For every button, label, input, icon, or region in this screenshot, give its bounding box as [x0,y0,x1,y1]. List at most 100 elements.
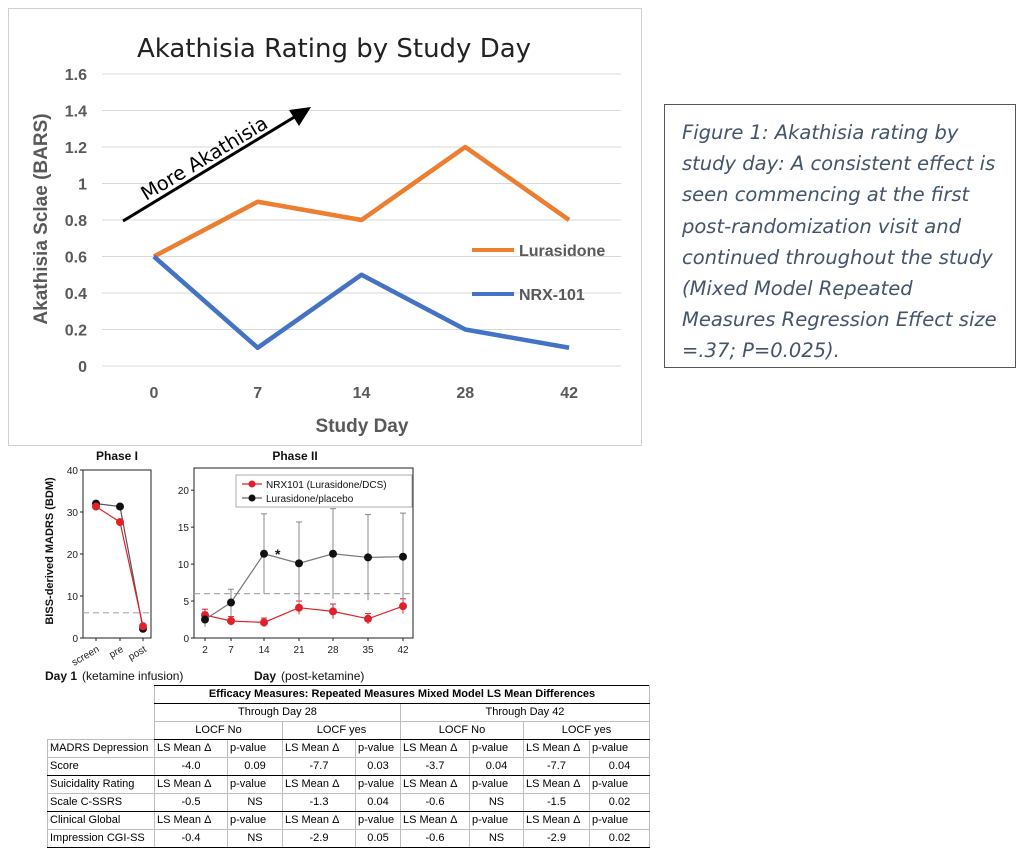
phase2-title: Phase II [272,449,317,463]
col-header-ls-mean: LS Mean Δ [282,811,356,830]
y-tick-label: 1.2 [65,140,87,157]
y-tick-label: 0.4 [65,286,87,303]
row-label: Scale C-SSRS [47,793,155,812]
col-header-p-value: p-value [355,775,401,794]
phase2-legend: NRX101 (Lurasidone/DCS) Lurasidone/place… [235,474,413,508]
y-tick-label: 30 [67,508,79,519]
table-cell: -4.0 [154,757,228,776]
phase2-data-point [295,603,303,612]
phase1-x-label: Day 1 (ketamine infusion) [45,669,183,683]
col-header-ls-mean: LS Mean Δ [400,811,470,830]
y-tick-label: 0 [78,359,87,376]
x-tick-label: 2 [202,645,208,656]
row-label: MADRS Depression [47,739,155,758]
akathisia-chart: Akathisia Rating by Study Day 0 0.2 0.4 0.6… [8,8,642,446]
series-line-lurasidone [152,144,571,259]
x-tick-label: pre [107,644,125,661]
col-header-ls-mean: LS Mean Δ [154,775,228,794]
col-header-p-value: p-value [227,775,283,794]
table-cell: 0.04 [589,757,650,776]
phase2-x-label-note: (post-ketamine) [281,669,364,683]
x-tick-label: screen [70,644,101,669]
x-tick-label: post [127,644,149,663]
table-cell: 0.04 [355,793,401,812]
y-tick-label: 0.8 [65,213,87,230]
phase2-chart: Phase II 0 5 10 15 20 2 7 14 21 28 35 42 * NRX101 (… [178,449,414,683]
akathisia-chart-svg: Akathisia Rating by Study Day 0 0.2 0.4 0.6… [31,34,621,437]
y-tick-label: 0 [183,634,189,645]
table-row: Impression CGI-SS -0.4 NS -2.9 0.05 -0.6 NS -2.… [47,829,650,848]
y-tick-label: 1.6 [65,67,87,84]
col-header-ls-mean: LS Mean Δ [282,739,356,758]
row-label: Clinical Global [47,811,155,830]
legend-label-nrx101-phase2: NRX101 (Lurasidone/DCS) [266,480,387,491]
series-line-nrx-101 [152,254,570,350]
y-tick-label: 0.2 [65,323,87,340]
phase2-plot-frame [193,467,414,639]
table-cell: 0.09 [227,757,283,776]
legend: Lurasidone NRX-101 [472,243,605,304]
phase2-data-point [399,602,407,611]
locf-header: LOCF No [400,721,524,740]
phase2-data-point [201,615,209,624]
x-tick-label: 0 [149,385,158,402]
y-tick-label: 0.6 [65,250,87,267]
table-title: Efficacy Measures: Repeated Measures Mix… [154,685,650,704]
phase2-data-point [399,552,407,561]
col-header-p-value: p-value [589,775,650,794]
table-row: Scale C-SSRS -0.5 NS -1.3 0.04 -0.6 NS -1.5 0.02 [47,793,650,812]
col-header-p-value: p-value [589,811,650,830]
col-header-p-value: p-value [589,739,650,758]
phase2-x-label: Day (post-ketamine) [254,669,364,683]
table-cell: NS [227,829,283,848]
phase1-data-point [116,502,124,511]
col-header-ls-mean: LS Mean Δ [154,739,228,758]
locf-header: LOCF No [154,721,283,740]
col-header-ls-mean: LS Mean Δ [282,775,356,794]
phase1-title: Phase I [96,449,138,463]
table-cell: -1.5 [523,793,590,812]
col-header-p-value: p-value [227,811,283,830]
table-cell: NS [469,793,524,812]
table-cell: 0.02 [589,793,650,812]
efficacy-table: Efficacy Measures: Repeated Measures Mix… [47,685,650,848]
phase2-data-point [227,598,235,607]
legend-label-lurasidone: Lurasidone [519,243,605,260]
phase2-data-point [329,549,337,558]
x-tick-label: 42 [397,645,409,656]
significance-marker: * [275,546,281,562]
y-tick-label: 0 [72,634,78,645]
legend-label-nrx101: NRX-101 [519,287,585,304]
table-cell: 0.04 [469,757,524,776]
table-row: Score -4.0 0.09 -7.7 0.03 -3.7 0.04 -7.7 0.04 [47,757,650,776]
table-cell: NS [227,793,283,812]
table-cell: -2.9 [282,829,356,848]
y-tick-label: 20 [67,550,79,561]
y-tick-label: 20 [178,486,190,497]
x-tick-label: 42 [560,385,578,402]
x-axis-label: Study Day [316,416,409,437]
table-cell: -0.5 [154,793,228,812]
phase2-series-line [204,553,404,621]
phase1-data-point [139,622,147,631]
table-cell: 0.03 [355,757,401,776]
y-tick-label: 10 [67,592,79,603]
phase1-x-label-note: (ketamine infusion) [82,669,183,683]
phase1-data-point [116,518,124,527]
row-label: Impression CGI-SS [47,829,155,848]
y-tick-label: 1.4 [65,104,87,121]
table-cell: -7.7 [282,757,356,776]
legend-marker-nrx101 [248,480,256,488]
table-cell: -0.6 [400,793,470,812]
phase1-x-label-main: Day 1 [45,669,77,683]
table-cell: 0.02 [589,829,650,848]
col-header-ls-mean: LS Mean Δ [523,739,590,758]
col-header-ls-mean: LS Mean Δ [523,811,590,830]
table-cell: -7.7 [523,757,590,776]
period-day28: Through Day 28 [154,703,401,722]
table-cell: -2.9 [523,829,590,848]
table-cell: -1.3 [282,793,356,812]
phase2-data-point [364,614,372,623]
